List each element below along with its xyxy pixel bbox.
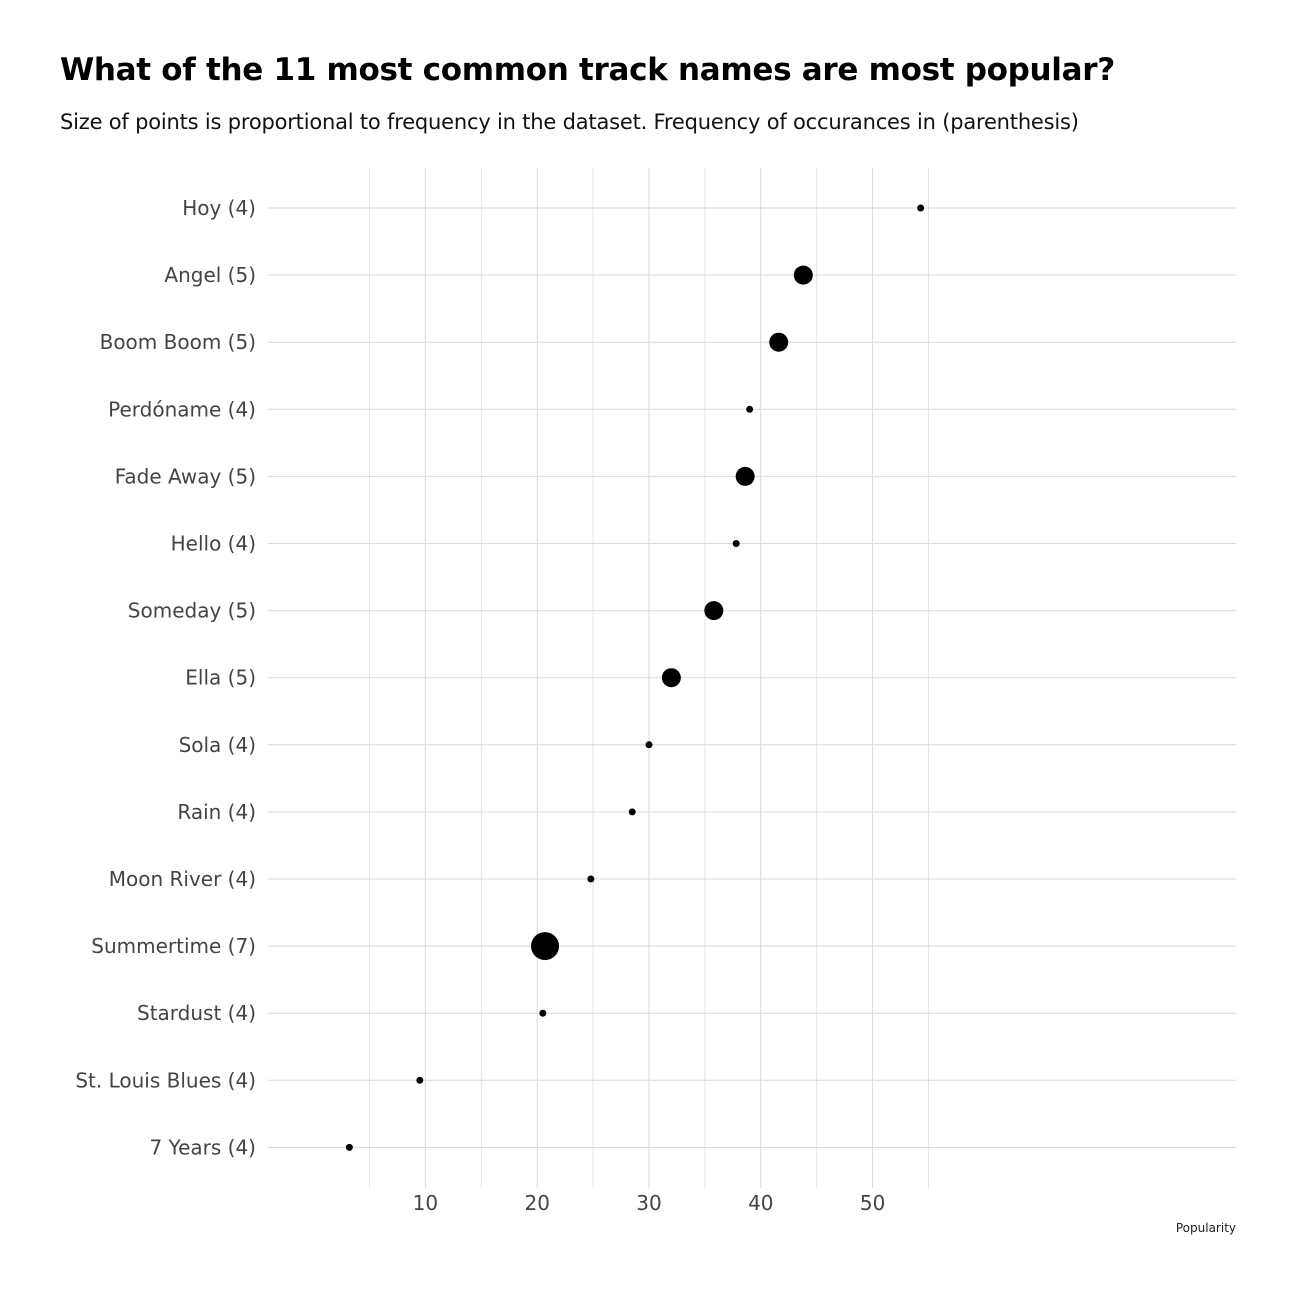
data-point: [345, 1143, 353, 1151]
x-axis-labels: 10 20 30 40 50: [413, 1191, 886, 1215]
data-point: [645, 741, 653, 749]
y-tick-label: Someday (5): [128, 599, 256, 623]
data-point: [732, 540, 740, 547]
y-tick-label: Moon River (4): [109, 867, 256, 891]
y-tick-label: Hello (4): [171, 532, 256, 556]
data-point: [917, 204, 925, 212]
data-points: [345, 204, 925, 1151]
y-axis-labels: Hoy (4) Angel (5) Boom Boom (5) Perdóname (…: [75, 196, 256, 1159]
data-point: [661, 668, 681, 688]
grid-lines: [268, 168, 1236, 1188]
data-point: [769, 332, 789, 352]
y-tick-label: Sola (4): [179, 733, 256, 757]
data-point: [746, 405, 754, 413]
data-point: [793, 265, 813, 285]
y-tick-label: Boom Boom (5): [100, 330, 256, 354]
y-tick-label: Perdóname (4): [108, 397, 256, 421]
chart-title: What of the 11 most common track names a…: [60, 52, 1115, 88]
data-point: [628, 808, 636, 816]
x-tick-label: 50: [860, 1191, 885, 1215]
y-tick-label: Fade Away (5): [115, 464, 256, 488]
x-tick-label: 20: [524, 1191, 549, 1215]
data-point: [416, 1076, 424, 1084]
data-point: [531, 932, 560, 961]
y-tick-label: Rain (4): [177, 800, 256, 824]
data-point: [735, 466, 755, 486]
y-tick-label: Stardust (4): [137, 1001, 256, 1025]
x-tick-label: 30: [636, 1191, 661, 1215]
y-tick-label: St. Louis Blues (4): [75, 1068, 256, 1092]
x-axis-title: Popularity: [1176, 1221, 1236, 1235]
y-tick-label: Summertime (7): [91, 934, 256, 958]
data-point: [704, 601, 724, 621]
y-tick-label: Hoy (4): [182, 196, 256, 220]
y-tick-label: 7 Years (4): [149, 1135, 256, 1159]
x-tick-label: 10: [413, 1191, 438, 1215]
x-tick-label: 40: [748, 1191, 773, 1215]
data-point: [587, 875, 595, 883]
y-tick-label: Ella (5): [185, 666, 256, 690]
chart-subtitle: Size of points is proportional to freque…: [60, 110, 1079, 134]
y-tick-label: Angel (5): [164, 263, 256, 287]
data-point: [539, 1009, 547, 1017]
